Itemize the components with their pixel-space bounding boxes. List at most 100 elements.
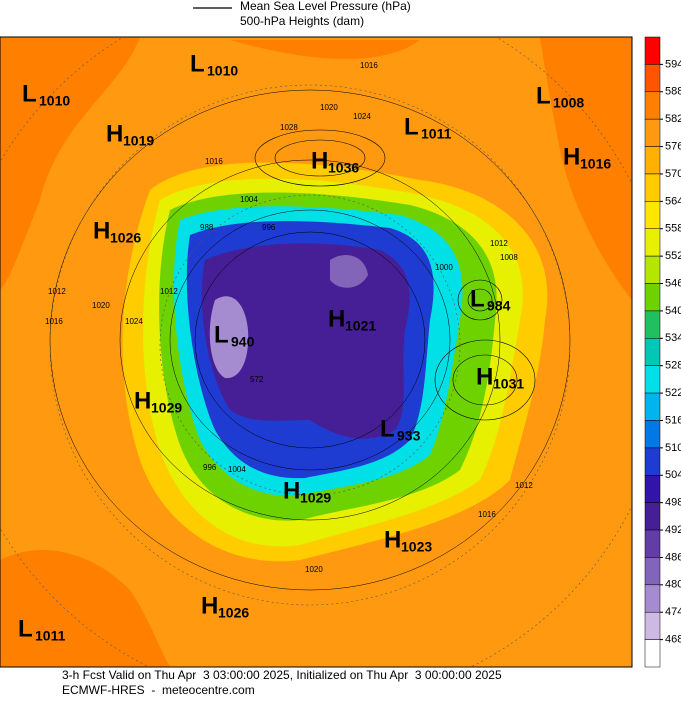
colorbar-tick-label: 480 bbox=[665, 579, 681, 591]
colorbar-tick-label: 534 bbox=[665, 332, 681, 344]
colorbar-tick-label: 588 bbox=[665, 86, 681, 98]
colorbar-swatch bbox=[644, 228, 661, 257]
pressure-center-value: 933 bbox=[397, 428, 421, 444]
colorbar-swatch bbox=[644, 201, 661, 229]
contour-label: 1024 bbox=[353, 112, 371, 121]
contour-label: 1012 bbox=[515, 481, 533, 490]
contour-label: 1000 bbox=[435, 263, 453, 272]
pressure-center-type: H bbox=[311, 147, 328, 174]
colorbar-tick-label: 570 bbox=[665, 168, 681, 180]
contour-label: 1016 bbox=[205, 157, 223, 166]
pressure-center-type: H bbox=[283, 477, 300, 504]
pressure-center-value: 1021 bbox=[345, 318, 376, 334]
colorbar-swatch bbox=[644, 146, 661, 175]
contour-label: 1016 bbox=[45, 317, 63, 326]
colorbar-tick-label: 522 bbox=[665, 387, 681, 399]
colorbar-tick-label: 576 bbox=[665, 140, 681, 152]
colorbar-tick-label: 468 bbox=[665, 634, 681, 646]
pressure-center-value: 940 bbox=[231, 334, 255, 350]
pressure-center-value: 1036 bbox=[328, 160, 359, 176]
colorbar-tick-label: 498 bbox=[665, 497, 681, 509]
colorbar-tick-label: 486 bbox=[665, 551, 681, 563]
colorbar-swatch bbox=[644, 447, 661, 476]
footer-text: 3-h Fcst Valid on Thu Apr 3 03:00:00 202… bbox=[62, 668, 502, 682]
colorbar-swatch bbox=[644, 584, 661, 613]
colorbar-tick-label: 516 bbox=[665, 414, 681, 426]
pressure-center-value: 1026 bbox=[218, 605, 249, 621]
pressure-center-type: L bbox=[190, 50, 205, 77]
contour-label: 1016 bbox=[478, 510, 496, 519]
pressure-center-value: 1031 bbox=[493, 376, 524, 392]
colorbar-swatch bbox=[644, 91, 661, 120]
pressure-center-type: H bbox=[476, 363, 493, 390]
contour-label: 1020 bbox=[320, 103, 338, 112]
colorbar-swatch bbox=[644, 502, 661, 531]
contour-label: 996 bbox=[262, 223, 276, 232]
colorbar-tick-label: 528 bbox=[665, 360, 681, 372]
pressure-center-value: 1029 bbox=[151, 400, 182, 416]
pressure-center-type: H bbox=[384, 526, 401, 553]
pressure-center-type: L bbox=[380, 415, 395, 442]
contour-label: 1008 bbox=[500, 253, 518, 262]
contour-label: 1012 bbox=[160, 287, 178, 296]
colorbar-swatch bbox=[644, 310, 661, 339]
colorbar-swatch bbox=[644, 173, 661, 202]
colorbar-swatch bbox=[644, 529, 661, 558]
pressure-center-type: H bbox=[563, 143, 580, 170]
colorbar-tick-label: 558 bbox=[665, 223, 681, 235]
contour-label: 988 bbox=[200, 223, 214, 232]
colorbar-swatch bbox=[644, 639, 661, 668]
colorbar-swatch bbox=[644, 365, 661, 394]
colorbar-tick-label: 552 bbox=[665, 250, 681, 262]
colorbar-tick-label: 510 bbox=[665, 442, 681, 454]
pressure-center-value: 1026 bbox=[110, 230, 141, 246]
colorbar-tick-label: 492 bbox=[665, 524, 681, 536]
pressure-center-type: H bbox=[134, 387, 151, 414]
colorbar-swatch bbox=[644, 64, 661, 93]
pressure-center-value: 1010 bbox=[39, 93, 70, 109]
contour-label: 1020 bbox=[305, 565, 323, 574]
pressure-center-value: 1011 bbox=[421, 126, 452, 142]
colorbar-tick-label: 582 bbox=[665, 113, 681, 125]
contour-label: 1012 bbox=[490, 239, 508, 248]
colorbar-tick-label: 540 bbox=[665, 305, 681, 317]
colorbar-swatch bbox=[644, 475, 661, 503]
contour-label: 1004 bbox=[240, 195, 258, 204]
colorbar-tick-label: 594 bbox=[665, 58, 681, 70]
colorbar-swatch bbox=[644, 118, 661, 147]
colorbar: 594 588 582 576 570 564 558 552 546 540 534 528 522 5… bbox=[644, 36, 681, 668]
colorbar-swatch bbox=[644, 255, 661, 284]
pressure-center-value: 1016 bbox=[580, 156, 611, 172]
pressure-center-value: 1008 bbox=[553, 95, 584, 111]
pressure-center-value: 1023 bbox=[401, 539, 432, 555]
colorbar-swatch bbox=[644, 283, 661, 312]
pressure-center-type: L bbox=[470, 285, 485, 312]
pressure-center-type: H bbox=[201, 592, 218, 619]
contour-label: 1024 bbox=[125, 317, 143, 326]
contour-label: 1012 bbox=[48, 287, 66, 296]
colorbar-tick-label: 564 bbox=[665, 195, 681, 207]
colorbar-swatch bbox=[644, 557, 661, 586]
colorbar-swatch bbox=[644, 611, 661, 640]
colorbar-swatch bbox=[644, 420, 661, 449]
contour-label: 1020 bbox=[92, 301, 110, 310]
pressure-center-type: H bbox=[328, 305, 345, 332]
pressure-center-type: H bbox=[106, 120, 123, 147]
pressure-center-type: L bbox=[536, 82, 551, 109]
legend-label: Mean Sea Level Pressure (hPa) bbox=[240, 0, 411, 13]
pressure-center-type: L bbox=[18, 615, 33, 642]
colorbar-tick-label: 546 bbox=[665, 277, 681, 289]
contour-label: 1016 bbox=[360, 61, 378, 70]
colorbar-swatch bbox=[644, 36, 661, 65]
contour-label: 1004 bbox=[228, 465, 246, 474]
pressure-center-value: 1029 bbox=[300, 490, 331, 506]
pressure-center-value: 984 bbox=[487, 298, 511, 314]
pressure-center-value: 1010 bbox=[207, 63, 238, 79]
colorbar-tick-label: 504 bbox=[665, 469, 681, 481]
pressure-center-type: L bbox=[214, 321, 229, 348]
colorbar-tick-label: 474 bbox=[665, 606, 681, 618]
pressure-center-type: L bbox=[22, 80, 37, 107]
map bbox=[0, 36, 633, 668]
